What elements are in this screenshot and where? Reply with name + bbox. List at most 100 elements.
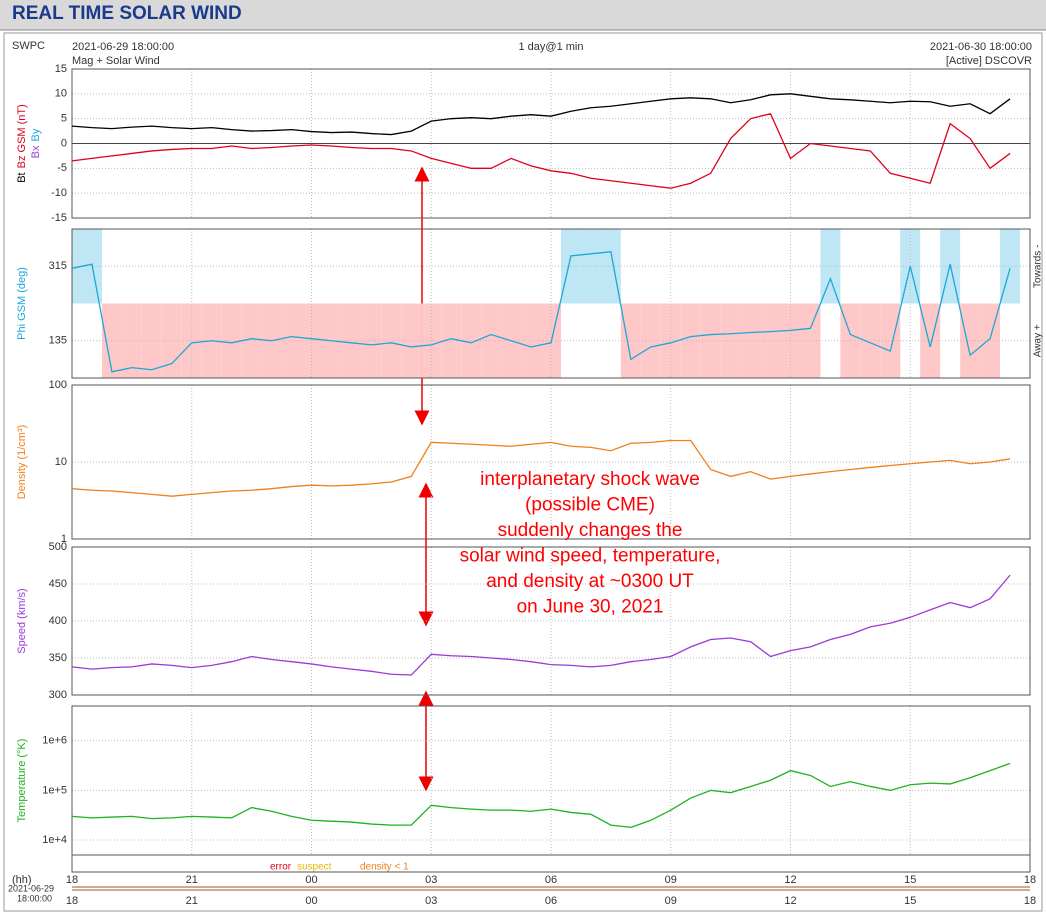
sector-shade xyxy=(960,303,981,378)
sector-label: Towards - xyxy=(1033,245,1044,288)
y-tick-label: 300 xyxy=(49,689,67,701)
start-date: 2021-06-29 xyxy=(8,883,54,893)
y-axis-label-part: Bt xyxy=(16,172,28,182)
y-axis-label-part: Phi GSM (deg) xyxy=(16,267,28,340)
x-tick-label: 00 xyxy=(305,874,317,886)
y-tick-label: -10 xyxy=(51,187,67,199)
series-line xyxy=(71,574,1011,676)
x-tick-label: 09 xyxy=(665,874,677,886)
y-tick-label: -15 xyxy=(51,212,67,224)
y-tick-label: 450 xyxy=(49,578,67,590)
sector-shade xyxy=(700,303,721,378)
x-tick-label: 15 xyxy=(904,874,916,886)
y-axis-label-part: By xyxy=(30,128,42,141)
x-tick-label: 03 xyxy=(425,874,437,886)
panel-frame xyxy=(71,68,1031,219)
y-tick-label: 100 xyxy=(49,379,67,391)
sector-shade xyxy=(361,303,382,378)
y-axis-label: Density (1/cm³) xyxy=(16,425,28,500)
y-tick-label: 15 xyxy=(55,63,67,75)
sector-shade xyxy=(760,303,781,378)
page-title: REAL TIME SOLAR WIND xyxy=(12,3,242,24)
x-tick-label: 18 xyxy=(66,874,78,886)
quality-legend: error xyxy=(270,862,292,873)
sector-label: Away + xyxy=(1033,324,1044,357)
x-tick-label: 18 xyxy=(66,895,78,907)
header-bar xyxy=(0,0,1046,30)
y-axis-label: Bx By xyxy=(30,128,42,158)
x-tick-label: 03 xyxy=(425,895,437,907)
y-axis-label: Temperature (°K) xyxy=(16,739,28,823)
y-tick-label: 10 xyxy=(55,88,67,100)
y-tick-label: 10 xyxy=(55,456,67,468)
start-clock: 18:00:00 xyxy=(17,893,52,903)
y-tick-label: 350 xyxy=(49,652,67,664)
sector-shade xyxy=(720,303,741,378)
sector-shade xyxy=(481,303,502,378)
panel-frame xyxy=(71,228,1031,379)
sector-shade xyxy=(381,303,402,378)
x-tick-label: 15 xyxy=(904,895,916,907)
panel-frame xyxy=(71,384,1031,540)
y-tick-label: 5 xyxy=(61,113,67,125)
sector-shade xyxy=(72,229,82,304)
annotation: solar wind speed, temperature, xyxy=(460,546,721,567)
series-line xyxy=(71,251,1011,373)
y-tick-label: 1e+5 xyxy=(42,784,67,796)
sector-shade xyxy=(600,229,621,304)
y-tick-label: 0 xyxy=(61,137,67,149)
x-tick-label: 06 xyxy=(545,874,557,886)
x-tick-label: 18 xyxy=(1024,895,1036,907)
resolution: 1 day@1 min xyxy=(519,41,584,53)
y-axis-label-part: Speed (km/s) xyxy=(16,588,28,653)
y-tick-label: 135 xyxy=(49,335,67,347)
x-tick-label: 00 xyxy=(305,895,317,907)
sector-shade xyxy=(121,303,142,378)
annotation: on June 30, 2021 xyxy=(517,597,664,618)
y-axis-label: Phi GSM (deg) xyxy=(16,267,28,340)
x-tick-label: 12 xyxy=(784,874,796,886)
source: SWPC xyxy=(12,40,45,52)
annotation: (possible CME) xyxy=(525,495,655,516)
y-tick-label: 1 xyxy=(61,533,67,545)
sector-shade xyxy=(441,303,462,378)
y-axis-label-part: Bx xyxy=(30,145,42,158)
sector-shade xyxy=(241,303,262,378)
x-tick-label: 21 xyxy=(186,874,198,886)
sector-shade xyxy=(141,303,162,378)
sector-shade xyxy=(640,303,661,378)
annotation: interplanetary shock wave xyxy=(480,469,700,490)
quality-legend: suspect xyxy=(297,862,332,873)
sector-shade xyxy=(580,229,601,304)
quality-strip xyxy=(71,854,1031,873)
start-time: 2021-06-29 18:00:00 xyxy=(72,41,174,53)
subtitle: Mag + Solar Wind xyxy=(72,55,160,67)
x-tick-label: 12 xyxy=(784,895,796,907)
x-axis-label: (hh) xyxy=(12,874,32,886)
annotation: and density at ~0300 UT xyxy=(486,571,694,592)
x-tick-label: 06 xyxy=(545,895,557,907)
quality-legend: density < 1 xyxy=(360,862,409,873)
series-line xyxy=(71,439,1011,497)
y-tick-label: 400 xyxy=(49,615,67,627)
y-tick-label: 1e+6 xyxy=(42,735,67,747)
x-tick-label: 21 xyxy=(186,895,198,907)
y-axis-label: Speed (km/s) xyxy=(16,588,28,653)
panel-frame xyxy=(71,546,1031,696)
y-tick-label: 500 xyxy=(49,541,67,553)
annotation: suddenly changes the xyxy=(498,520,683,541)
y-tick-label: 1e+4 xyxy=(42,834,67,846)
series-line xyxy=(71,93,1011,136)
sector-shade xyxy=(820,229,841,304)
x-tick-label: 18 xyxy=(1024,874,1036,886)
y-axis-label-part: Density (1/cm³) xyxy=(16,425,28,500)
y-axis-label-part: Temperature (°K) xyxy=(16,739,28,823)
spacecraft: [Active] DSCOVR xyxy=(946,55,1032,67)
y-tick-label: 315 xyxy=(49,260,67,272)
end-time: 2021-06-30 18:00:00 xyxy=(930,41,1032,53)
y-tick-label: -5 xyxy=(57,162,67,174)
frame xyxy=(3,32,1043,912)
y-axis-label: Bt Bz GSM (nT) xyxy=(16,104,28,183)
sector-shade xyxy=(880,303,901,378)
